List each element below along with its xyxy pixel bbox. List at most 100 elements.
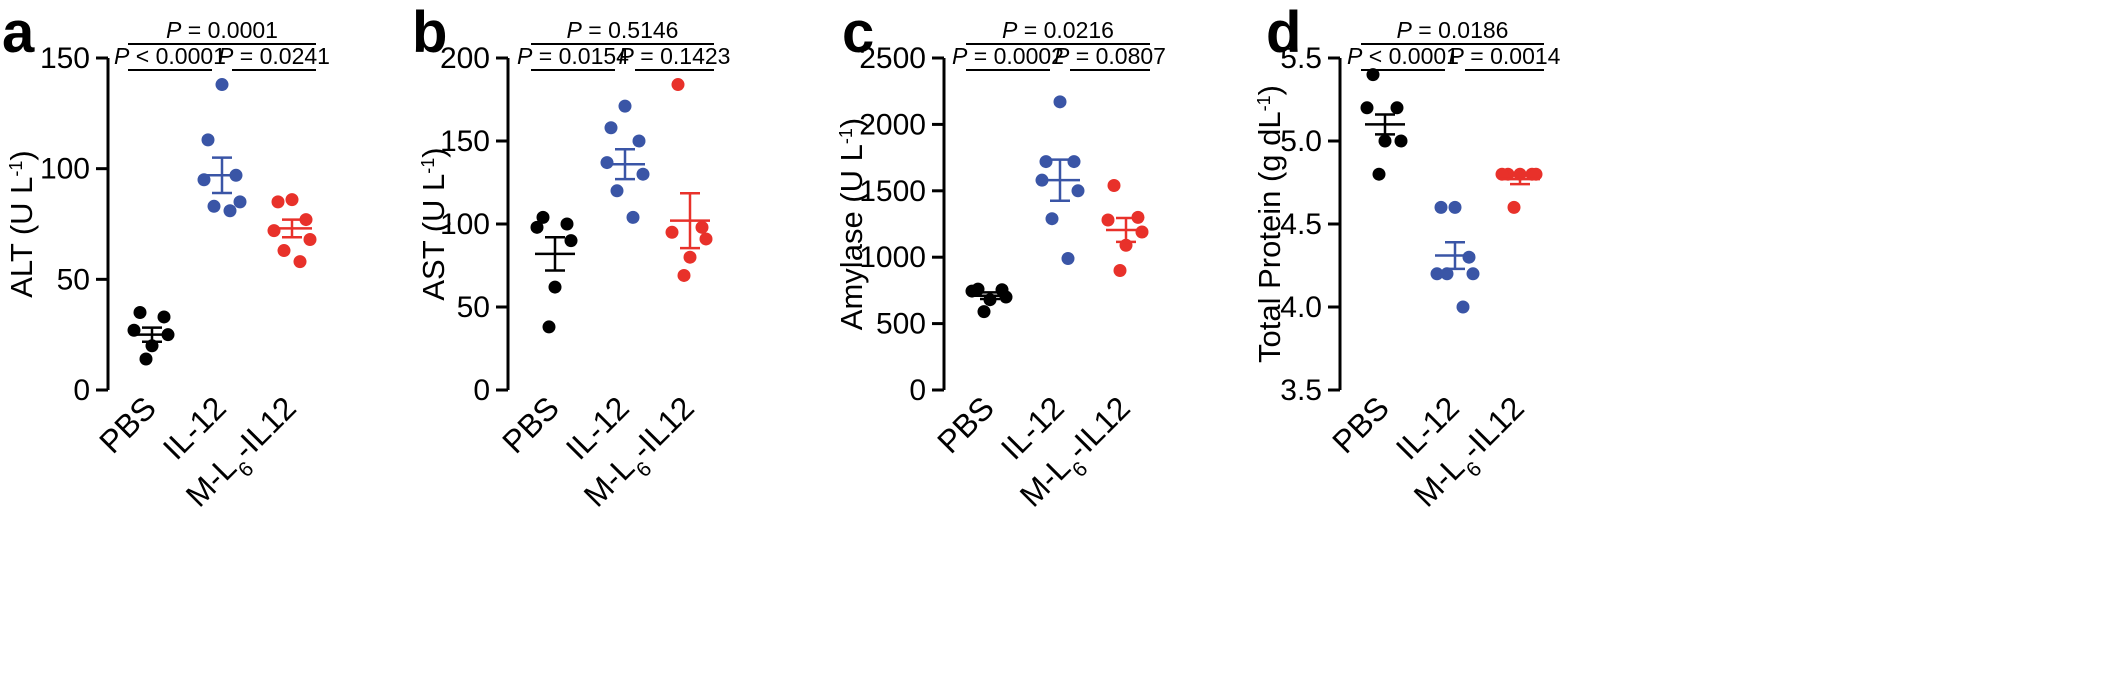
p-value-rest: = 0.0154 xyxy=(532,43,629,69)
data-point-m-l6-il12 xyxy=(1507,200,1521,214)
data-point-il-12 xyxy=(618,99,632,113)
y-tick-label: 100 xyxy=(40,153,90,186)
data-point-m-l6-il12 xyxy=(695,220,709,234)
data-point-pbs xyxy=(999,290,1013,304)
data-point-m-l6-il12 xyxy=(683,250,697,264)
p-value-label: P = 0.0001 xyxy=(166,17,278,43)
data-point-m-l6-il12 xyxy=(1131,210,1145,224)
p-value-rest: = 0.1423 xyxy=(634,43,731,69)
p-value-italic: P xyxy=(218,43,234,69)
data-point-m-l6-il12 xyxy=(1101,213,1115,227)
data-point-pbs xyxy=(1394,134,1408,148)
data-point-il-12 xyxy=(600,156,614,170)
data-point-il-12 xyxy=(1067,155,1081,169)
data-point-m-l6-il12 xyxy=(699,232,713,246)
y-axis-title-close: ) xyxy=(834,118,869,128)
y-axis-title-sup: -1 xyxy=(836,128,856,144)
category-label: IL-12 xyxy=(1389,389,1466,466)
y-tick-label: 5.0 xyxy=(1280,125,1322,158)
p-value-rest: = 0.5146 xyxy=(582,17,679,43)
category-label: IL-12 xyxy=(994,389,1071,466)
p-value-italic: P xyxy=(114,43,130,69)
data-point-il-12 xyxy=(1448,200,1462,214)
p-value-italic: P xyxy=(1347,43,1363,69)
y-axis-title-sup: -1 xyxy=(1254,95,1274,111)
data-point-pbs xyxy=(536,210,550,224)
data-point-il-12 xyxy=(636,167,650,181)
data-point-il-12 xyxy=(1430,267,1444,281)
p-value-rest: < 0.0001 xyxy=(129,43,226,69)
p-value-rest: = 0.0807 xyxy=(1069,43,1166,69)
data-point-il-12 xyxy=(1045,212,1059,226)
y-tick-label: 1500 xyxy=(859,175,926,208)
p-value-italic: P xyxy=(1449,43,1465,69)
data-point-il-12 xyxy=(610,184,624,198)
data-point-m-l6-il12 xyxy=(303,232,317,246)
p-value-label: P = 0.0216 xyxy=(1002,17,1114,43)
y-tick-label: 3.5 xyxy=(1280,374,1322,407)
category-label-main: IL-12 xyxy=(994,389,1071,466)
data-point-m-l6-il12 xyxy=(1529,167,1543,181)
data-point-m-l6-il12 xyxy=(1135,225,1149,239)
data-point-pbs xyxy=(548,280,562,294)
y-tick-label: 2000 xyxy=(859,108,926,141)
data-point-il-12 xyxy=(1462,250,1476,264)
data-point-pbs xyxy=(542,320,556,334)
data-point-m-l6-il12 xyxy=(277,244,291,258)
data-point-il-12 xyxy=(1071,184,1085,198)
y-tick-label: 4.0 xyxy=(1280,291,1322,324)
y-tick-label: 0 xyxy=(909,374,926,407)
category-label-main: PBS xyxy=(1325,389,1396,460)
y-tick-label: 100 xyxy=(440,208,490,241)
p-value-rest: = 0.0014 xyxy=(1464,43,1561,69)
data-point-il-12 xyxy=(201,133,215,147)
p-value-label: P = 0.0807 xyxy=(1054,43,1166,69)
p-value-rest: = 0.0002 xyxy=(967,43,1064,69)
data-point-m-l6-il12 xyxy=(293,255,307,269)
y-tick-label: 150 xyxy=(40,42,90,75)
p-value-label: P = 0.5146 xyxy=(567,17,679,43)
data-point-pbs xyxy=(1366,68,1380,82)
p-value-rest: = 0.0241 xyxy=(233,43,330,69)
data-point-pbs xyxy=(133,306,147,320)
data-point-il-12 xyxy=(1061,252,1075,266)
y-axis-title: Amylase (U L-1) xyxy=(834,118,869,330)
data-point-pbs xyxy=(564,234,578,248)
p-value-rest: = 0.0216 xyxy=(1017,17,1114,43)
p-value-italic: P xyxy=(1002,17,1018,43)
data-point-il-12 xyxy=(632,134,646,148)
data-point-il-12 xyxy=(1456,300,1470,314)
y-tick-label: 0 xyxy=(73,374,90,407)
y-tick-label: 500 xyxy=(876,308,926,341)
p-value-rest: < 0.0001 xyxy=(1362,43,1459,69)
category-label-rest: -IL12 xyxy=(624,389,701,466)
y-tick-label: 50 xyxy=(57,263,90,296)
y-axis-title-text: Amylase (U L xyxy=(834,144,869,330)
p-value-italic: P xyxy=(517,43,533,69)
panel-letter: a xyxy=(2,0,35,65)
data-point-il-12 xyxy=(604,121,618,135)
y-axis-title-close: ) xyxy=(1252,85,1287,95)
data-point-pbs xyxy=(1378,134,1392,148)
data-point-pbs xyxy=(157,310,171,324)
p-value-italic: P xyxy=(1054,43,1070,69)
y-axis-title-sup: -1 xyxy=(418,158,438,174)
panel-d: d 3.5 4.0 4.5 5.0 5.5 Total Protein (g dL-1) PB… xyxy=(1252,0,1561,514)
y-tick-label: 4.5 xyxy=(1280,208,1322,241)
panel-letter: b xyxy=(412,0,447,65)
p-value-label: P < 0.0001 xyxy=(114,43,226,69)
data-point-m-l6-il12 xyxy=(1495,167,1509,181)
p-value-italic: P xyxy=(1397,17,1413,43)
p-value-rest: = 0.0186 xyxy=(1412,17,1509,43)
data-point-il-12 xyxy=(215,78,229,92)
p-value-label: P < 0.0001 xyxy=(1347,43,1459,69)
data-point-il-12 xyxy=(1053,95,1067,109)
category-label-rest: -IL12 xyxy=(1454,389,1531,466)
category-label: PBS xyxy=(930,389,1001,460)
y-axis-title: Total Protein (g dL-1) xyxy=(1252,85,1287,363)
data-point-m-l6-il12 xyxy=(671,78,685,92)
panel-letter: d xyxy=(1266,0,1301,65)
data-point-pbs xyxy=(1372,167,1386,181)
data-point-il-12 xyxy=(1466,267,1480,281)
